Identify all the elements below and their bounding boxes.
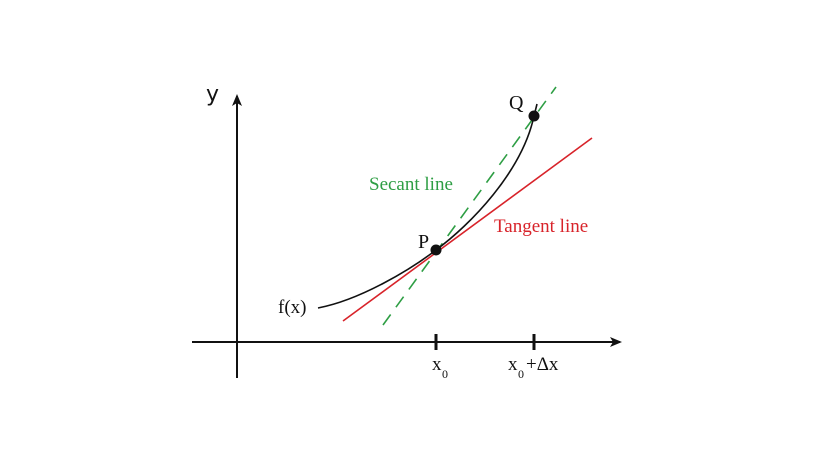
tick-label-x0: x 0 <box>432 354 448 381</box>
tick-label-dx-rest: +Δx <box>526 354 559 375</box>
y-axis-label: y <box>206 82 219 107</box>
tangent-label: Tangent line <box>494 216 588 237</box>
tick-label-x0-main: x <box>432 354 442 375</box>
point-p <box>430 244 442 256</box>
secant-label: Secant line <box>369 174 453 195</box>
tick-label-x0-plus-dx: x 0 +Δx <box>508 354 559 381</box>
tangent-line <box>342 137 593 322</box>
tick-label-dx-sub: 0 <box>518 367 524 381</box>
function-curve <box>317 103 538 309</box>
function-label: f(x) <box>278 297 306 318</box>
tick-label-dx-main: x <box>508 354 518 375</box>
point-p-label: P <box>418 231 429 253</box>
point-q-label: Q <box>509 92 524 114</box>
secant-line <box>382 86 557 326</box>
point-q <box>528 110 540 122</box>
tick-label-x0-sub: 0 <box>442 367 448 381</box>
